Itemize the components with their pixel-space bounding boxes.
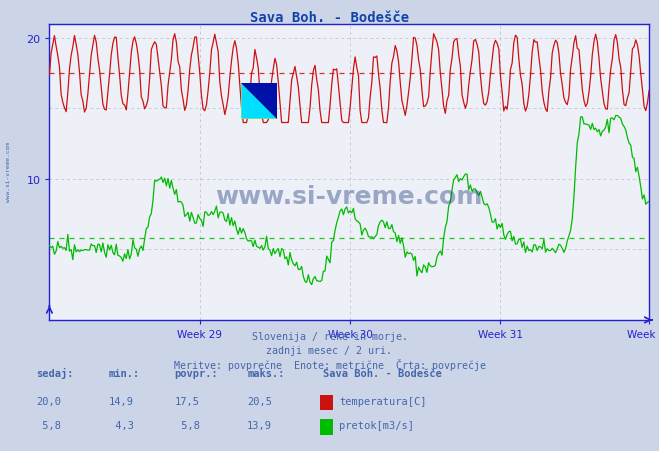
Text: 14,9: 14,9 — [109, 396, 134, 405]
Text: zadnji mesec / 2 uri.: zadnji mesec / 2 uri. — [266, 345, 393, 355]
Text: 17,5: 17,5 — [175, 396, 200, 405]
Text: 20,5: 20,5 — [247, 396, 272, 405]
Text: min.:: min.: — [109, 368, 140, 378]
Text: 4,3: 4,3 — [109, 420, 134, 430]
Text: 20,0: 20,0 — [36, 396, 61, 405]
Text: povpr.:: povpr.: — [175, 368, 218, 378]
Text: sedaj:: sedaj: — [36, 368, 74, 378]
Text: www.si-vreme.com: www.si-vreme.com — [6, 142, 11, 201]
Text: www.si-vreme.com: www.si-vreme.com — [215, 184, 483, 208]
Text: maks.:: maks.: — [247, 368, 285, 378]
Text: temperatura[C]: temperatura[C] — [339, 396, 427, 405]
Text: Sava Boh. - Bodešče: Sava Boh. - Bodešče — [323, 368, 442, 378]
Text: 5,8: 5,8 — [175, 420, 200, 430]
Text: Slovenija / reke in morje.: Slovenija / reke in morje. — [252, 331, 407, 341]
Text: 13,9: 13,9 — [247, 420, 272, 430]
Text: 5,8: 5,8 — [36, 420, 61, 430]
Text: Meritve: povprečne  Enote: metrične  Črta: povprečje: Meritve: povprečne Enote: metrične Črta:… — [173, 359, 486, 371]
Text: Sava Boh. - Bodešče: Sava Boh. - Bodešče — [250, 11, 409, 25]
Text: pretok[m3/s]: pretok[m3/s] — [339, 420, 415, 430]
